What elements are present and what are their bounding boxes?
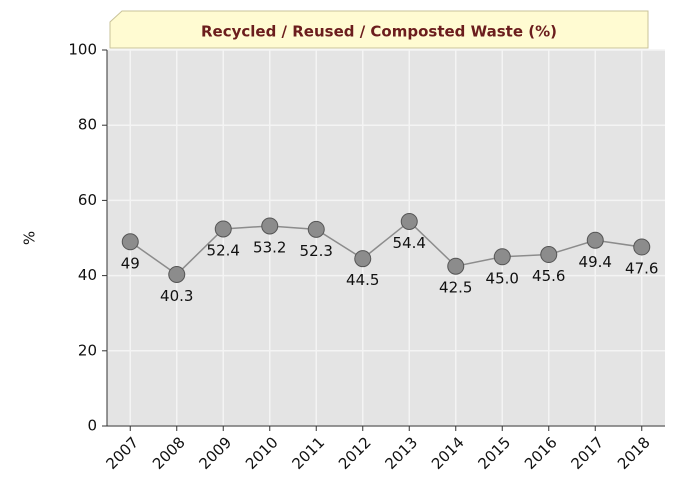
- data-label: 52.3: [300, 242, 333, 260]
- data-label: 44.5: [346, 271, 379, 289]
- y-tick-label: 80: [78, 116, 97, 134]
- point: [354, 250, 372, 268]
- point: [447, 257, 465, 275]
- data-label: 40.3: [160, 287, 193, 305]
- data-label: 49.4: [579, 253, 612, 271]
- y-tick-label: 40: [78, 266, 97, 284]
- y-tick-label: 20: [78, 341, 97, 359]
- x-tick-label: 2015: [475, 433, 515, 473]
- title-tab: [109, 10, 649, 49]
- point: [307, 220, 325, 238]
- y-axis-label: %: [21, 231, 39, 245]
- point: [121, 233, 139, 251]
- data-label: 53.2: [253, 238, 286, 256]
- x-tick-label: 2018: [614, 433, 654, 473]
- x-tick-label: 2008: [149, 433, 189, 473]
- data-label: 45.0: [486, 269, 519, 287]
- x-tick-label: 2013: [382, 433, 422, 473]
- point: [540, 246, 558, 264]
- point: [214, 220, 232, 238]
- point: [633, 238, 651, 256]
- chart-title: Recycled / Reused / Composted Waste (%): [201, 23, 557, 41]
- x-tick-label: 2010: [242, 433, 282, 473]
- data-label: 47.6: [625, 260, 658, 278]
- y-tick-label: 100: [68, 41, 97, 59]
- x-tick-label: 2017: [568, 433, 608, 473]
- y-tick-label: 60: [78, 191, 97, 209]
- data-label: 42.5: [439, 279, 472, 297]
- point: [493, 248, 511, 266]
- data-label: 52.4: [207, 241, 240, 259]
- point: [586, 231, 604, 249]
- point: [168, 265, 186, 283]
- x-tick-label: 2012: [335, 433, 375, 473]
- x-tick-label: 2011: [289, 433, 329, 473]
- x-tick-label: 2009: [196, 433, 236, 473]
- plot-area: [107, 50, 665, 426]
- data-label: 49: [121, 254, 140, 272]
- point: [400, 212, 418, 230]
- point: [261, 217, 279, 235]
- x-tick-label: 2007: [103, 433, 143, 473]
- x-tick-label: 2014: [428, 433, 468, 473]
- data-label: 54.4: [393, 234, 426, 252]
- y-tick-label: 0: [87, 417, 97, 435]
- x-tick-label: 2016: [521, 433, 561, 473]
- data-label: 45.6: [532, 267, 565, 285]
